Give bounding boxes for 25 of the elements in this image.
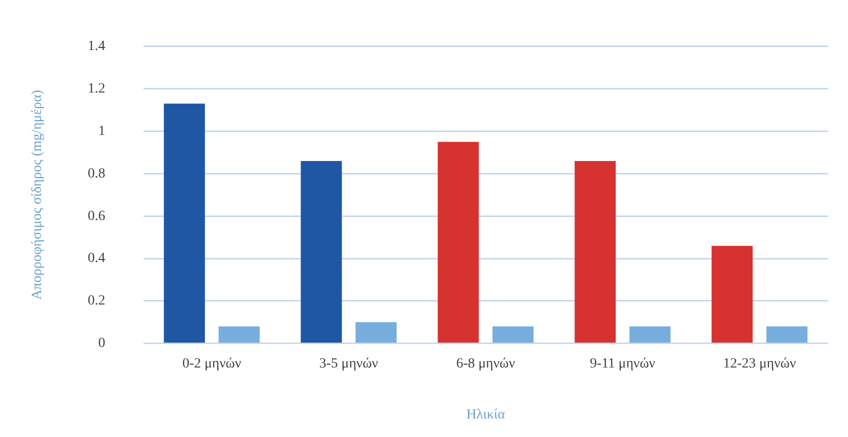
- y-tick-label: 1.4: [88, 39, 106, 54]
- bar: [300, 160, 342, 343]
- bar: [356, 322, 397, 343]
- y-tick-label: 0.6: [88, 208, 106, 224]
- bar: [164, 104, 205, 343]
- y-tick-label: 0.2: [88, 294, 106, 309]
- bar: [492, 326, 534, 343]
- x-tick-label: 12-23 μηνών: [723, 356, 796, 372]
- bar: [574, 160, 616, 343]
- x-axis-title: Ηλικία: [466, 407, 506, 422]
- bar: [712, 246, 753, 343]
- x-tick-label: 3-5 μηνών: [319, 356, 378, 372]
- bar: [629, 326, 671, 343]
- bar: [766, 326, 808, 343]
- y-tick-label: 0: [98, 336, 106, 352]
- y-tick-label: 1: [98, 124, 106, 139]
- y-tick-label: 0.8: [88, 166, 106, 182]
- x-tick-label: 0-2 μηνών: [182, 356, 242, 372]
- bar: [438, 142, 479, 343]
- y-tick-label: 1.2: [88, 82, 106, 96]
- y-axis-title: Απορροφήσιμος σίδηρος (mg/ημέρα): [30, 90, 46, 300]
- y-tick-label: 0.4: [88, 251, 106, 266]
- x-tick-label: 6-8 μηνών: [456, 356, 516, 372]
- bar: [218, 326, 260, 343]
- x-tick-label: 9-11 μηνών: [590, 356, 656, 372]
